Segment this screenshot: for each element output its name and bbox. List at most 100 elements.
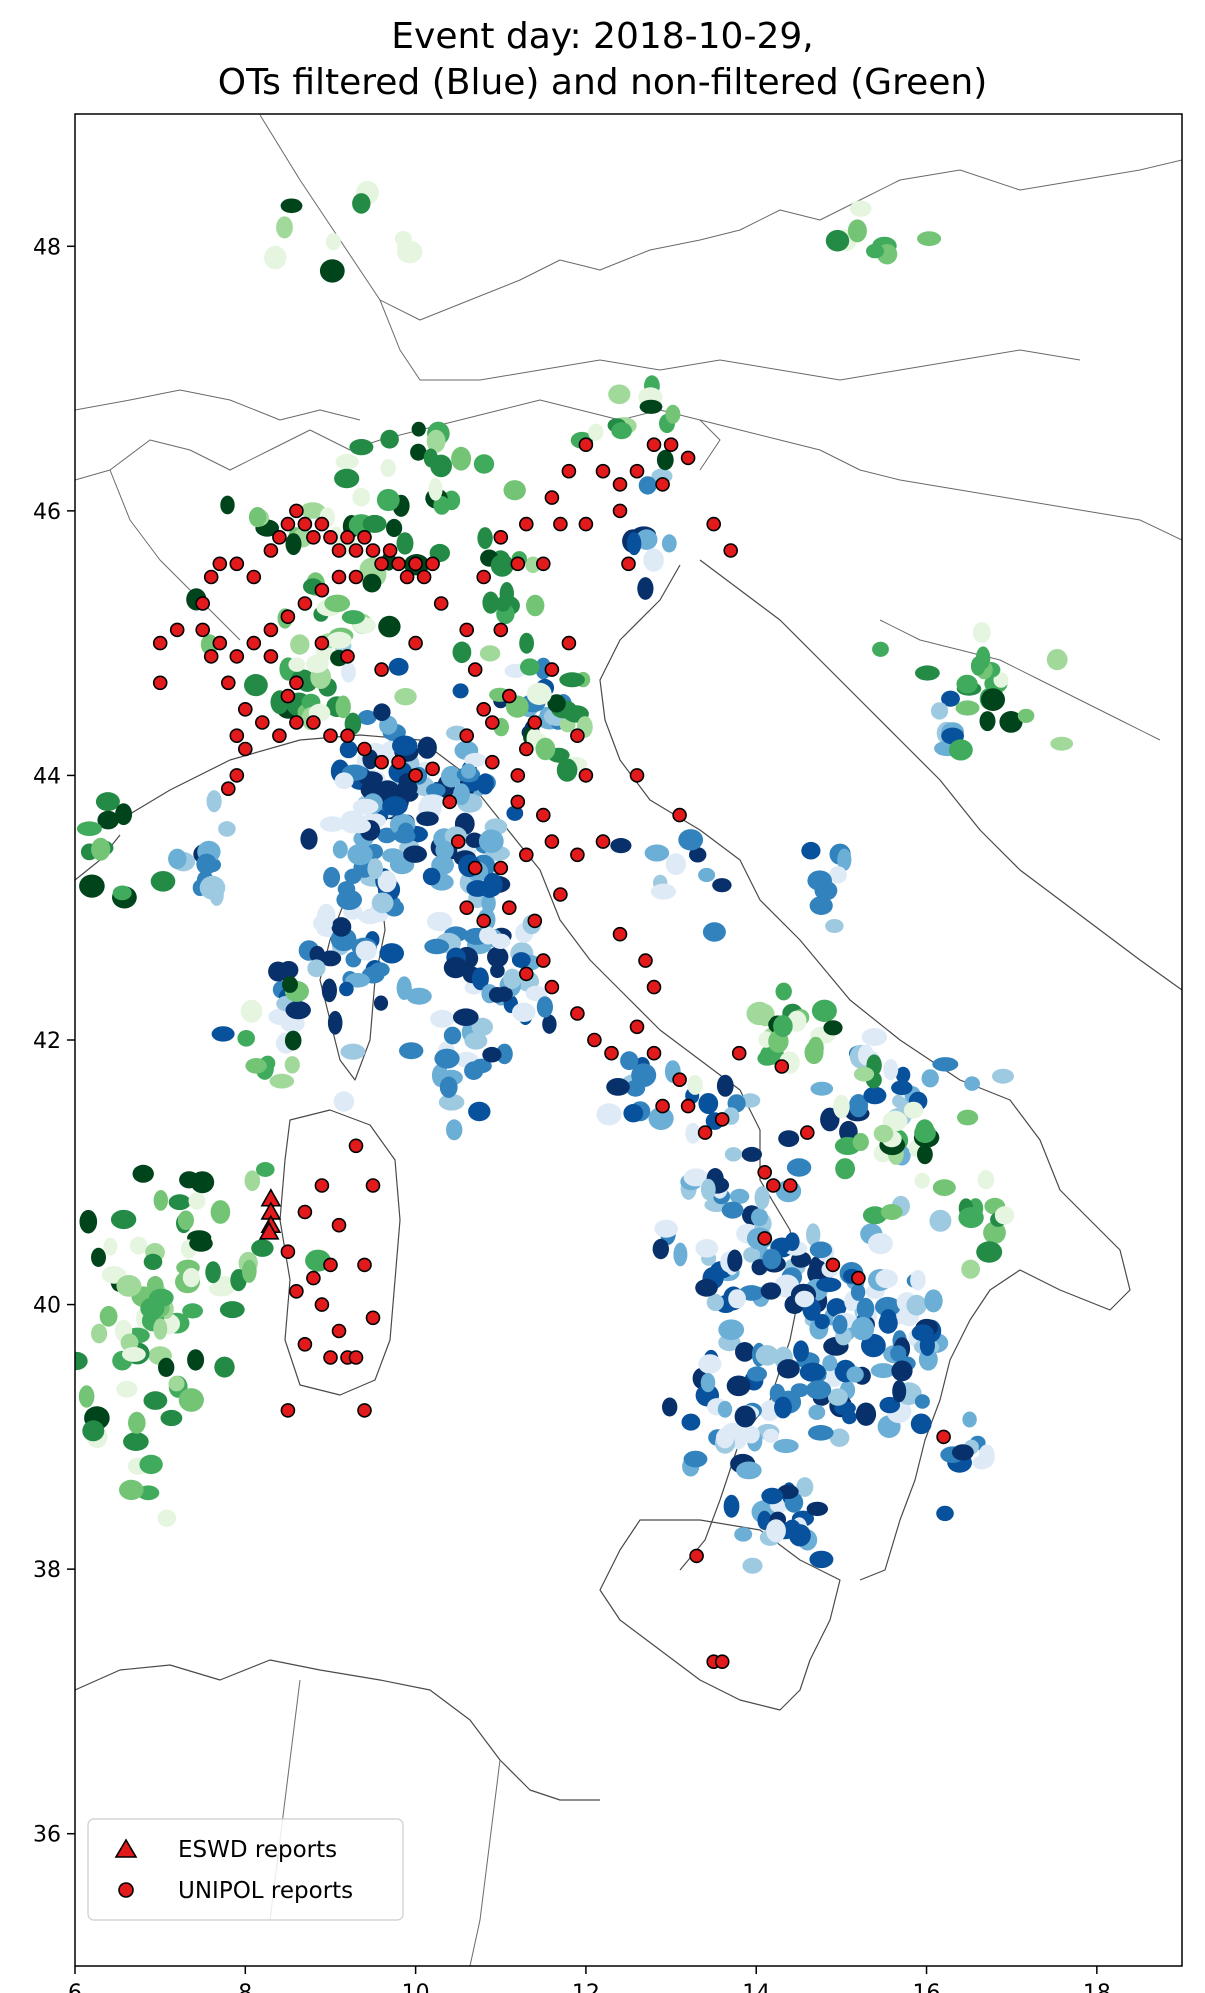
filtered-ot-blob [506,805,524,821]
unipol-report-marker [518,966,534,982]
unipol-report-marker [212,635,228,651]
filtered-ot-blob [379,943,405,964]
unipol-report-marker [544,662,560,677]
nonfiltered-ot-blob [396,240,423,264]
unipol-report-marker [280,1403,296,1418]
nonfiltered-ot-blob [91,1323,108,1344]
y-tick-label: 38 [33,1558,61,1583]
nonfiltered-ot-blob [269,1073,295,1089]
unipol-report-marker [655,1098,670,1114]
chart-title: Event day: 2018-10-29, OTs filtered (Blu… [0,14,1205,106]
nonfiltered-ot-blob [775,982,792,1001]
filtered-ot-blob [861,1028,888,1046]
nonfiltered-ot-blob [299,502,326,519]
filtered-ot-blob [479,926,498,945]
nonfiltered-ot-blob [341,610,365,625]
filtered-ot-blob [952,1444,974,1461]
unipol-report-marker [425,556,440,572]
filtered-ot-blob [339,740,358,759]
filtered-ot-blob [712,878,732,893]
unipol-report-marker [518,847,534,863]
unipol-report-marker [297,596,313,611]
filtered-ot-blob [319,816,345,832]
filtered-ot-blob [875,1269,898,1289]
unipol-report-marker [535,953,551,968]
border-switzerland [75,389,361,421]
unipol-report-marker [314,635,330,651]
filtered-ot-blob [319,950,342,967]
filtered-ot-blob [735,1342,755,1362]
nonfiltered-ot-blob [977,1170,995,1190]
nonfiltered-ot-blob [961,1259,980,1279]
filtered-ot-blob [332,840,348,859]
filtered-ot-blob [695,1278,718,1297]
unipol-report-marker [348,569,364,585]
nonfiltered-ot-blob [852,1133,869,1151]
nonfiltered-ot-blob [150,871,176,892]
unipol-report-marker [348,1138,364,1154]
nonfiltered-ot-blob [188,1192,206,1210]
filtered-ot-blob [964,1076,980,1091]
filtered-ot-blob [806,1501,828,1517]
filtered-ot-blob [883,1059,899,1081]
filtered-ot-blob [842,1410,857,1425]
unipol-report-marker [476,701,492,717]
filtered-ot-blob [327,1010,343,1035]
filtered-ot-blob [863,1086,887,1105]
nonfiltered-ot-blob [853,1066,875,1082]
filtered-ot-blob [464,752,487,768]
filtered-ot-blob [820,1107,840,1132]
filtered-ot-blob [702,922,726,942]
filtered-ot-blob [728,1289,746,1309]
unipol-report-marker [365,543,381,558]
nonfiltered-ot-blob [349,439,374,456]
unipol-report-marker [501,688,517,704]
filtered-ot-blob [446,1119,463,1141]
nonfiltered-ot-blob [917,1144,933,1165]
nonfiltered-ot-blob [451,446,472,471]
nonfiltered-ot-blob [91,1247,106,1267]
filtered-ot-blob [490,963,505,979]
filtered-ot-blob [468,1101,491,1122]
filtered-ot-blob [476,773,494,795]
filtered-ot-blob [941,690,960,707]
nonfiltered-ot-blob [182,1268,200,1288]
filtered-ot-blob [341,662,356,683]
nonfiltered-ot-blob [79,1209,98,1234]
filtered-ot-blob [760,1282,782,1300]
unipol-report-marker [714,1654,730,1669]
unipol-report-marker [152,675,168,691]
filtered-ot-blob [755,1345,779,1366]
filtered-ot-blob [716,1074,734,1097]
filtered-ot-blob [321,978,337,1003]
filtered-ot-blob [895,1066,911,1084]
nonfiltered-ot-blob [639,399,663,414]
filtered-ot-blob [388,657,409,676]
nonfiltered-ot-blob [324,594,351,613]
unipol-report-marker [289,715,304,730]
filtered-ot-blob [406,987,432,1005]
unipol-report-marker [544,490,560,505]
filtered-ot-blob [392,735,418,756]
unipol-report-marker [553,887,568,902]
nonfiltered-ot-blob [325,233,341,251]
nonfiltered-ot-blob [220,495,235,515]
unipol-report-marker [774,1059,790,1074]
filtered-ot-blob [825,919,844,933]
border-bosnia [879,619,1161,741]
nonfiltered-ot-blob [452,641,472,664]
y-tick-label: 44 [33,764,61,789]
filtered-ot-blob [851,1316,875,1341]
filtered-ot-blob [300,828,318,850]
filtered-ot-blob [861,1333,886,1358]
filtered-ot-blob [891,1080,913,1096]
filtered-ot-blob [503,968,522,989]
unipol-report-marker [357,741,372,757]
unipol-report-marker [221,781,236,797]
filtered-ot-blob [799,1362,826,1382]
filtered-ot-blob [465,832,484,848]
filtered-ot-blob [206,790,222,813]
unipol-report-marker [535,556,551,572]
unipol-report-marker [323,529,338,545]
filtered-ot-blob [471,967,489,991]
